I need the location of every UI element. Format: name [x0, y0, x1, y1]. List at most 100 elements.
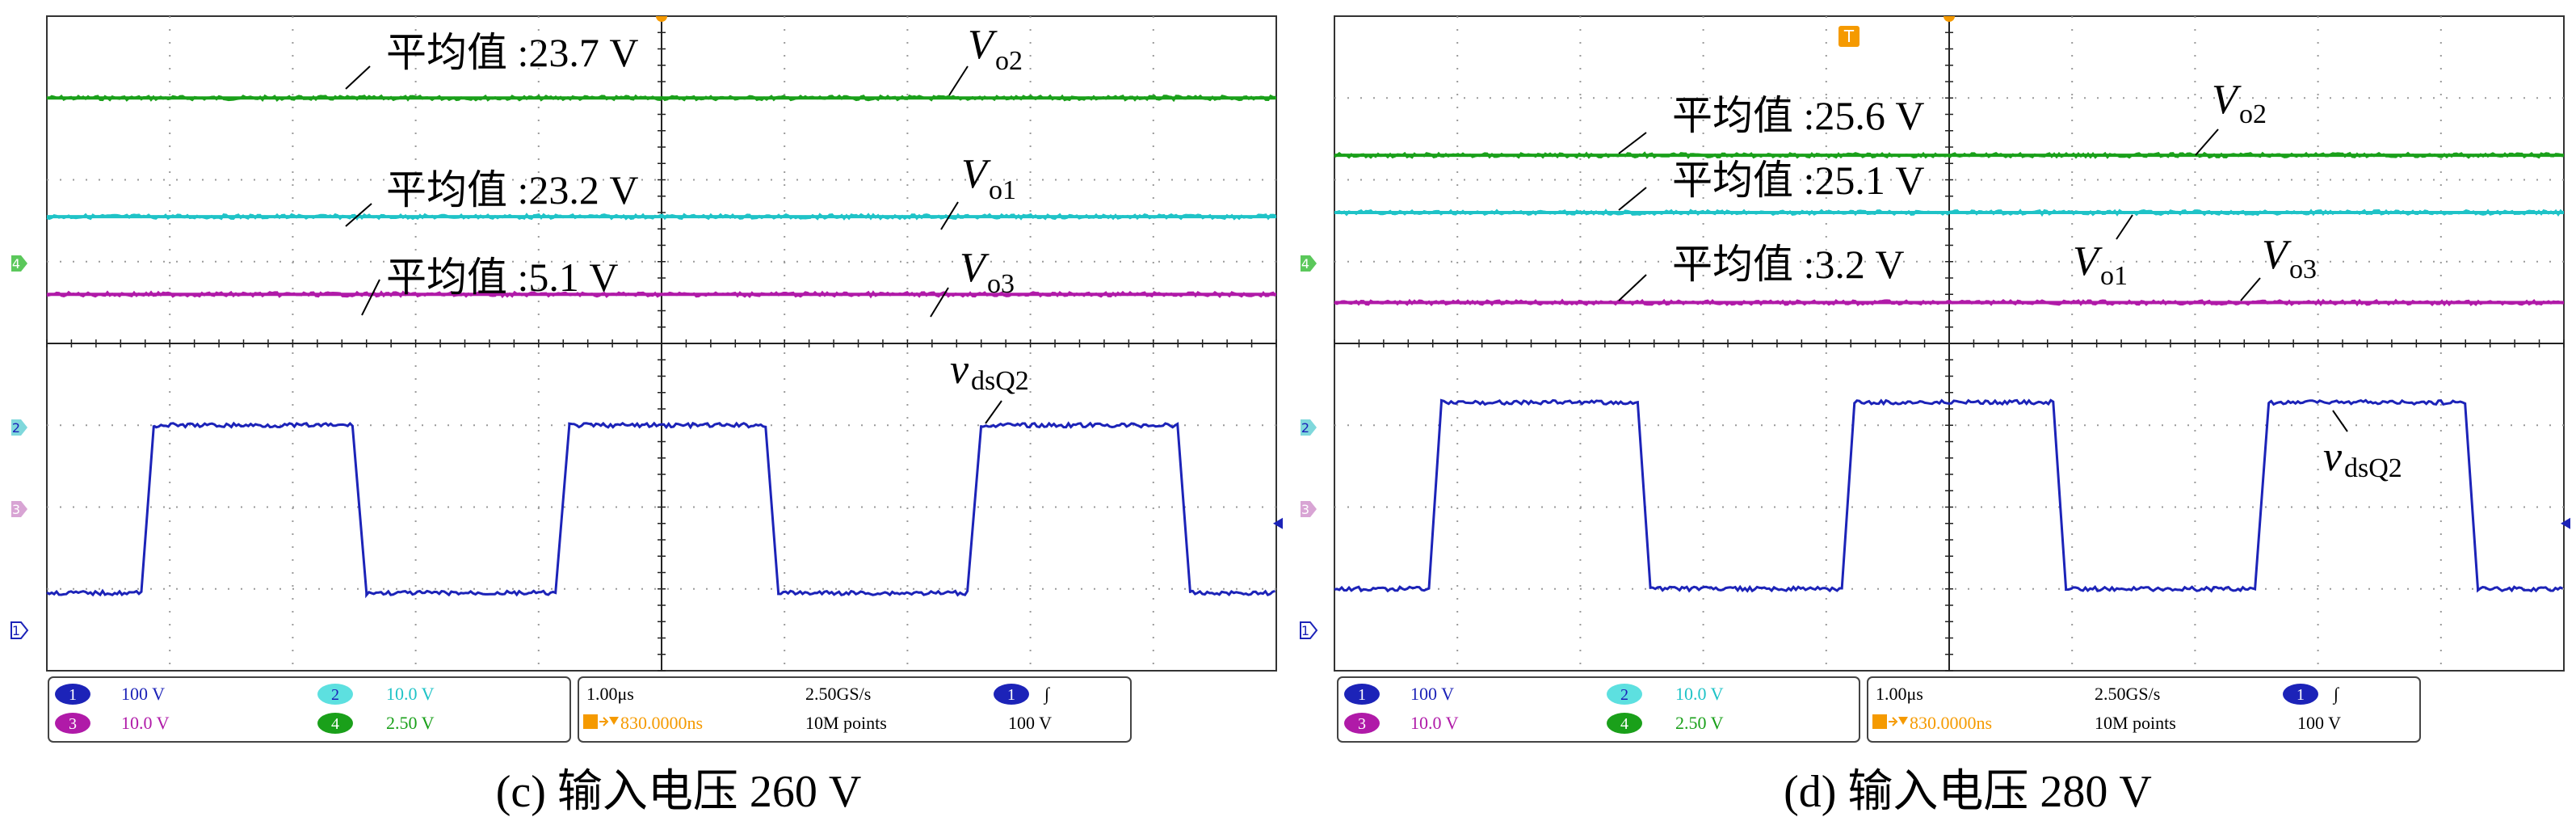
trigger-position-marker-d	[1944, 16, 1955, 22]
ch4-scale-c: 2.50 V	[386, 713, 435, 733]
sample-rate-c: 2.50GS/s	[805, 684, 871, 704]
settings-bar-d: 1 100 V 2 10.0 V 3 10.0 V 4 2.50 V 1.00μ…	[1337, 676, 2421, 743]
svg-text:V: V	[968, 22, 998, 68]
svg-text:o3: o3	[987, 269, 1015, 299]
annotation-avg-vo3-d: 平均值 :3.2 V	[1618, 242, 1905, 301]
trigger-position-marker-c	[656, 16, 667, 22]
ch2-marker-d: 2	[1301, 419, 1317, 436]
panel-d: T 4 2 3 1 平均值 :25.6 V 平均值 :25.1 V 平均值	[1300, 15, 2570, 817]
ch1-scale-c: 100 V	[121, 684, 165, 704]
ch3-scale-c: 10.0 V	[121, 713, 170, 733]
label-vdsq2-c: v dsQ2	[950, 347, 1029, 424]
svg-text:4: 4	[1620, 715, 1628, 733]
svg-text:平均值 :5.1 V: 平均值 :5.1 V	[386, 255, 619, 300]
ch3-marker-d: 3	[1301, 501, 1317, 517]
svg-text:4: 4	[12, 256, 20, 272]
annotation-avg-vo2-d: 平均值 :25.6 V	[1618, 93, 1925, 154]
svg-text:4: 4	[331, 715, 339, 733]
svg-text:1: 1	[69, 686, 77, 704]
ch1-marker-c: 1	[11, 621, 29, 639]
svg-text:V: V	[961, 151, 991, 197]
caption-c: (c) 输入电压 260 V	[496, 767, 862, 817]
svg-text:3: 3	[69, 715, 77, 733]
svg-text:o1: o1	[989, 175, 1016, 205]
ch2-scale-d: 10.0 V	[1675, 684, 1724, 704]
ch3-badge-d: 3	[1344, 713, 1380, 734]
ch3-badge-c: 3	[55, 713, 90, 734]
trig-delay-icon-c	[583, 714, 619, 729]
ch3-marker-c: 3	[11, 501, 27, 517]
svg-text:V: V	[2073, 238, 2103, 284]
svg-text:dsQ2: dsQ2	[971, 366, 1029, 396]
scope-screen-d	[1334, 15, 2570, 672]
trig-slope-d: ∫	[2332, 684, 2340, 705]
ch4-scale-d: 2.50 V	[1675, 713, 1724, 733]
svg-text:1: 1	[1358, 686, 1366, 704]
trig-level-d: 100 V	[2297, 713, 2341, 733]
svg-text:o3: o3	[2289, 255, 2317, 284]
trigger-level-arrow-d	[2561, 517, 2570, 529]
trig-source-badge-d: 1	[2283, 684, 2318, 705]
trig-delay-icon-d	[1872, 714, 1908, 729]
timebase-d: 1.00μs	[1876, 684, 1923, 704]
record-length-c: 10M points	[805, 713, 887, 733]
svg-text:o2: o2	[2239, 99, 2267, 129]
svg-text:3: 3	[1358, 715, 1366, 733]
svg-text:2: 2	[331, 686, 339, 704]
svg-text:V: V	[2262, 232, 2292, 278]
svg-text:平均值 :3.2 V: 平均值 :3.2 V	[1672, 242, 1905, 287]
svg-text:平均值 :25.6 V: 平均值 :25.6 V	[1672, 93, 1925, 138]
trace-vdsq2-c	[46, 421, 1275, 599]
sample-rate-d: 2.50GS/s	[2095, 684, 2160, 704]
trig-source-badge-c: 1	[994, 684, 1029, 705]
ch3-scale-d: 10.0 V	[1410, 713, 1459, 733]
label-vo2-c: V o2	[948, 22, 1023, 96]
label-vo1-d: V o1	[2073, 214, 2133, 291]
ch4-badge-c: 4	[317, 713, 353, 734]
label-vo2-d: V o2	[2195, 77, 2267, 156]
svg-text:1: 1	[2297, 686, 2305, 704]
ch2-badge-c: 2	[317, 684, 353, 705]
svg-text:1: 1	[1007, 686, 1015, 704]
label-vo3-d: V o3	[2240, 232, 2317, 301]
annotation-avg-vo1-d: 平均值 :25.1 V	[1618, 158, 1925, 211]
label-vo1-c: V o1	[940, 151, 1016, 230]
svg-text:1: 1	[1301, 623, 1309, 638]
svg-text:dsQ2: dsQ2	[2344, 453, 2402, 483]
ch1-marker-d: 1	[1300, 621, 1318, 639]
settings-bar-c: 1 100 V 2 10.0 V 3 10.0 V 4 2.50 V 1.00μ…	[48, 676, 1132, 743]
ch1-badge-c: 1	[55, 684, 90, 705]
record-length-d: 10M points	[2095, 713, 2176, 733]
ch2-badge-d: 2	[1607, 684, 1642, 705]
ch1-scale-d: 100 V	[1410, 684, 1454, 704]
svg-text:平均值 :23.2 V: 平均值 :23.2 V	[386, 167, 639, 213]
ch2-scale-c: 10.0 V	[386, 684, 435, 704]
trigger-marker-d: T	[1838, 26, 1860, 47]
annotation-avg-vo3-c: 平均值 :5.1 V	[361, 255, 619, 316]
ch4-badge-d: 4	[1607, 713, 1642, 734]
svg-text:3: 3	[12, 502, 20, 517]
svg-text:3: 3	[1301, 502, 1309, 517]
annotation-avg-vo2-c: 平均值 :23.7 V	[345, 30, 639, 90]
caption-d: (d) 输入电压 280 V	[1784, 767, 2152, 817]
ch4-marker-c: 4	[11, 255, 27, 272]
svg-text:V: V	[960, 245, 990, 291]
trig-slope-c: ∫	[1043, 684, 1051, 705]
svg-text:2: 2	[1301, 420, 1309, 436]
panel-c: 4 2 3 1 平均值 :23.7 V 平均值 :23.2 V 平均值 :5.1…	[11, 15, 1283, 817]
svg-text:v: v	[2323, 434, 2343, 480]
ch1-badge-d: 1	[1344, 684, 1380, 705]
svg-text:v: v	[950, 347, 969, 393]
label-vdsq2-d: v dsQ2	[2323, 410, 2402, 483]
trig-delay-c: 830.0000ns	[620, 713, 703, 733]
trig-level-c: 100 V	[1008, 713, 1052, 733]
scope-screen-c	[46, 15, 1283, 672]
trig-delay-d: 830.0000ns	[1910, 713, 1992, 733]
ch2-marker-c: 2	[11, 419, 27, 436]
svg-text:平均值 :25.1 V: 平均值 :25.1 V	[1672, 158, 1925, 203]
ch4-marker-d: 4	[1301, 255, 1317, 272]
svg-text:平均值 :23.7 V: 平均值 :23.7 V	[386, 30, 639, 75]
svg-text:T: T	[1843, 27, 1855, 46]
annotation-avg-vo1-c: 平均值 :23.2 V	[345, 167, 639, 227]
